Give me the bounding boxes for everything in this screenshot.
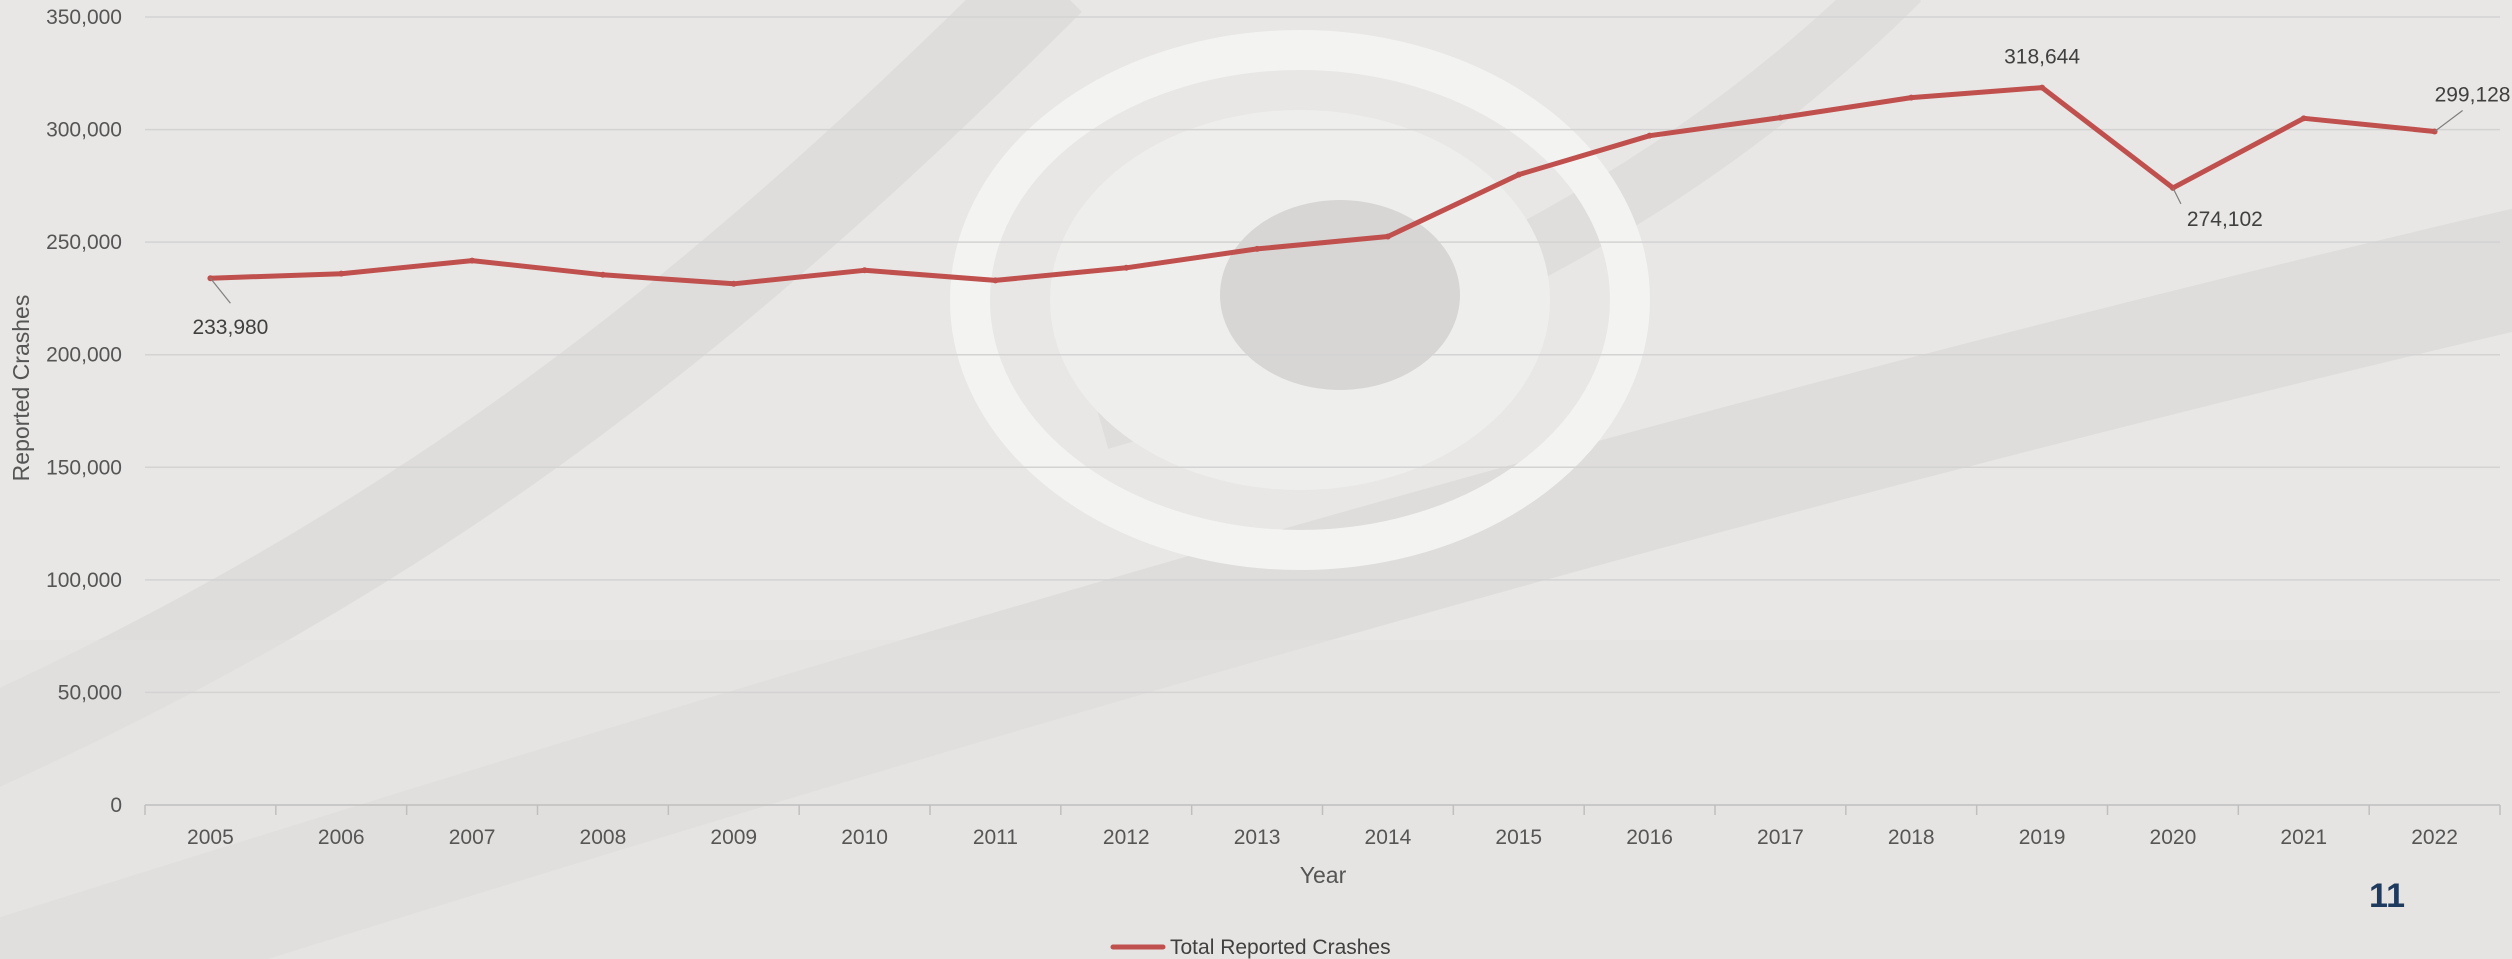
series-points <box>207 84 2438 287</box>
x-tick-label: 2019 <box>2019 826 2066 849</box>
gridlines <box>145 16 2500 694</box>
point-2013 <box>1254 245 1261 252</box>
point-2016 <box>1646 132 1653 139</box>
x-tick-label: 2012 <box>1103 826 1150 849</box>
x-tick-label: 2010 <box>841 826 888 849</box>
data-label-leader <box>2434 110 2463 133</box>
x-tick-label: 2020 <box>2150 826 2197 849</box>
x-axis-title: Year <box>1300 862 1347 888</box>
y-tick-label: 250,000 <box>46 231 122 254</box>
point-2014 <box>1384 233 1391 240</box>
data-label-2005: 233,980 <box>192 316 268 339</box>
x-tick-label: 2011 <box>973 826 1018 849</box>
point-2021 <box>2300 115 2307 122</box>
point-2009 <box>730 280 737 287</box>
x-axis-tick-labels: 2005 2006 2007 2008 2009 2010 2011 2012 2013 2014… <box>187 826 2458 849</box>
x-tick-label: 2015 <box>1495 826 1542 849</box>
x-tick-label: 2018 <box>1888 826 1935 849</box>
y-tick-label: 100,000 <box>46 569 122 592</box>
x-tick-label: 2006 <box>318 826 365 849</box>
data-label-leader <box>2172 187 2182 205</box>
data-label-leader <box>209 277 231 304</box>
point-2012 <box>1123 264 1130 271</box>
x-tick-label: 2022 <box>2411 826 2458 849</box>
point-2010 <box>861 267 868 274</box>
x-tick-label: 2007 <box>449 826 496 849</box>
x-tick-label: 2013 <box>1234 826 1281 849</box>
y-tick-label: 150,000 <box>46 456 122 479</box>
data-labels: 233,980 318,644 274,102 299,128 <box>192 46 2510 340</box>
point-2007 <box>469 257 476 264</box>
data-label-2022: 299,128 <box>2435 84 2511 107</box>
point-2015 <box>1515 171 1522 178</box>
y-tick-label: 300,000 <box>46 119 122 142</box>
y-axis-tick-labels: 0 50,000 100,000 150,000 200,000 250,000 300,0… <box>46 6 122 817</box>
x-tick-label: 2017 <box>1757 826 1804 849</box>
point-2008 <box>599 271 606 278</box>
y-tick-label: 200,000 <box>46 344 122 367</box>
data-label-2019: 318,644 <box>2004 46 2080 69</box>
y-tick-label: 50,000 <box>58 681 122 704</box>
page-number: 11 <box>2369 877 2405 915</box>
y-tick-label: 0 <box>110 794 122 817</box>
x-tick-label: 2021 <box>2280 826 2327 849</box>
x-tick-label: 2016 <box>1626 826 1673 849</box>
legend: Total Reported Crashes <box>1110 936 1391 959</box>
x-axis-ticks <box>144 805 2501 815</box>
x-tick-label: 2005 <box>187 826 234 849</box>
point-2019 <box>2039 84 2046 91</box>
x-tick-label: 2014 <box>1365 826 1412 849</box>
series-line-total-reported-crashes <box>207 85 2438 287</box>
data-label-2020: 274,102 <box>2187 208 2263 231</box>
y-tick-label: 350,000 <box>46 6 122 29</box>
x-tick-label: 2009 <box>710 826 757 849</box>
point-2011 <box>992 277 999 284</box>
x-tick-label: 2008 <box>580 826 627 849</box>
point-2017 <box>1777 114 1784 121</box>
point-2018 <box>1908 94 1915 101</box>
point-2006 <box>338 270 345 277</box>
y-axis-title: Reported Crashes <box>8 295 34 482</box>
legend-label-total-reported-crashes: Total Reported Crashes <box>1170 936 1391 959</box>
